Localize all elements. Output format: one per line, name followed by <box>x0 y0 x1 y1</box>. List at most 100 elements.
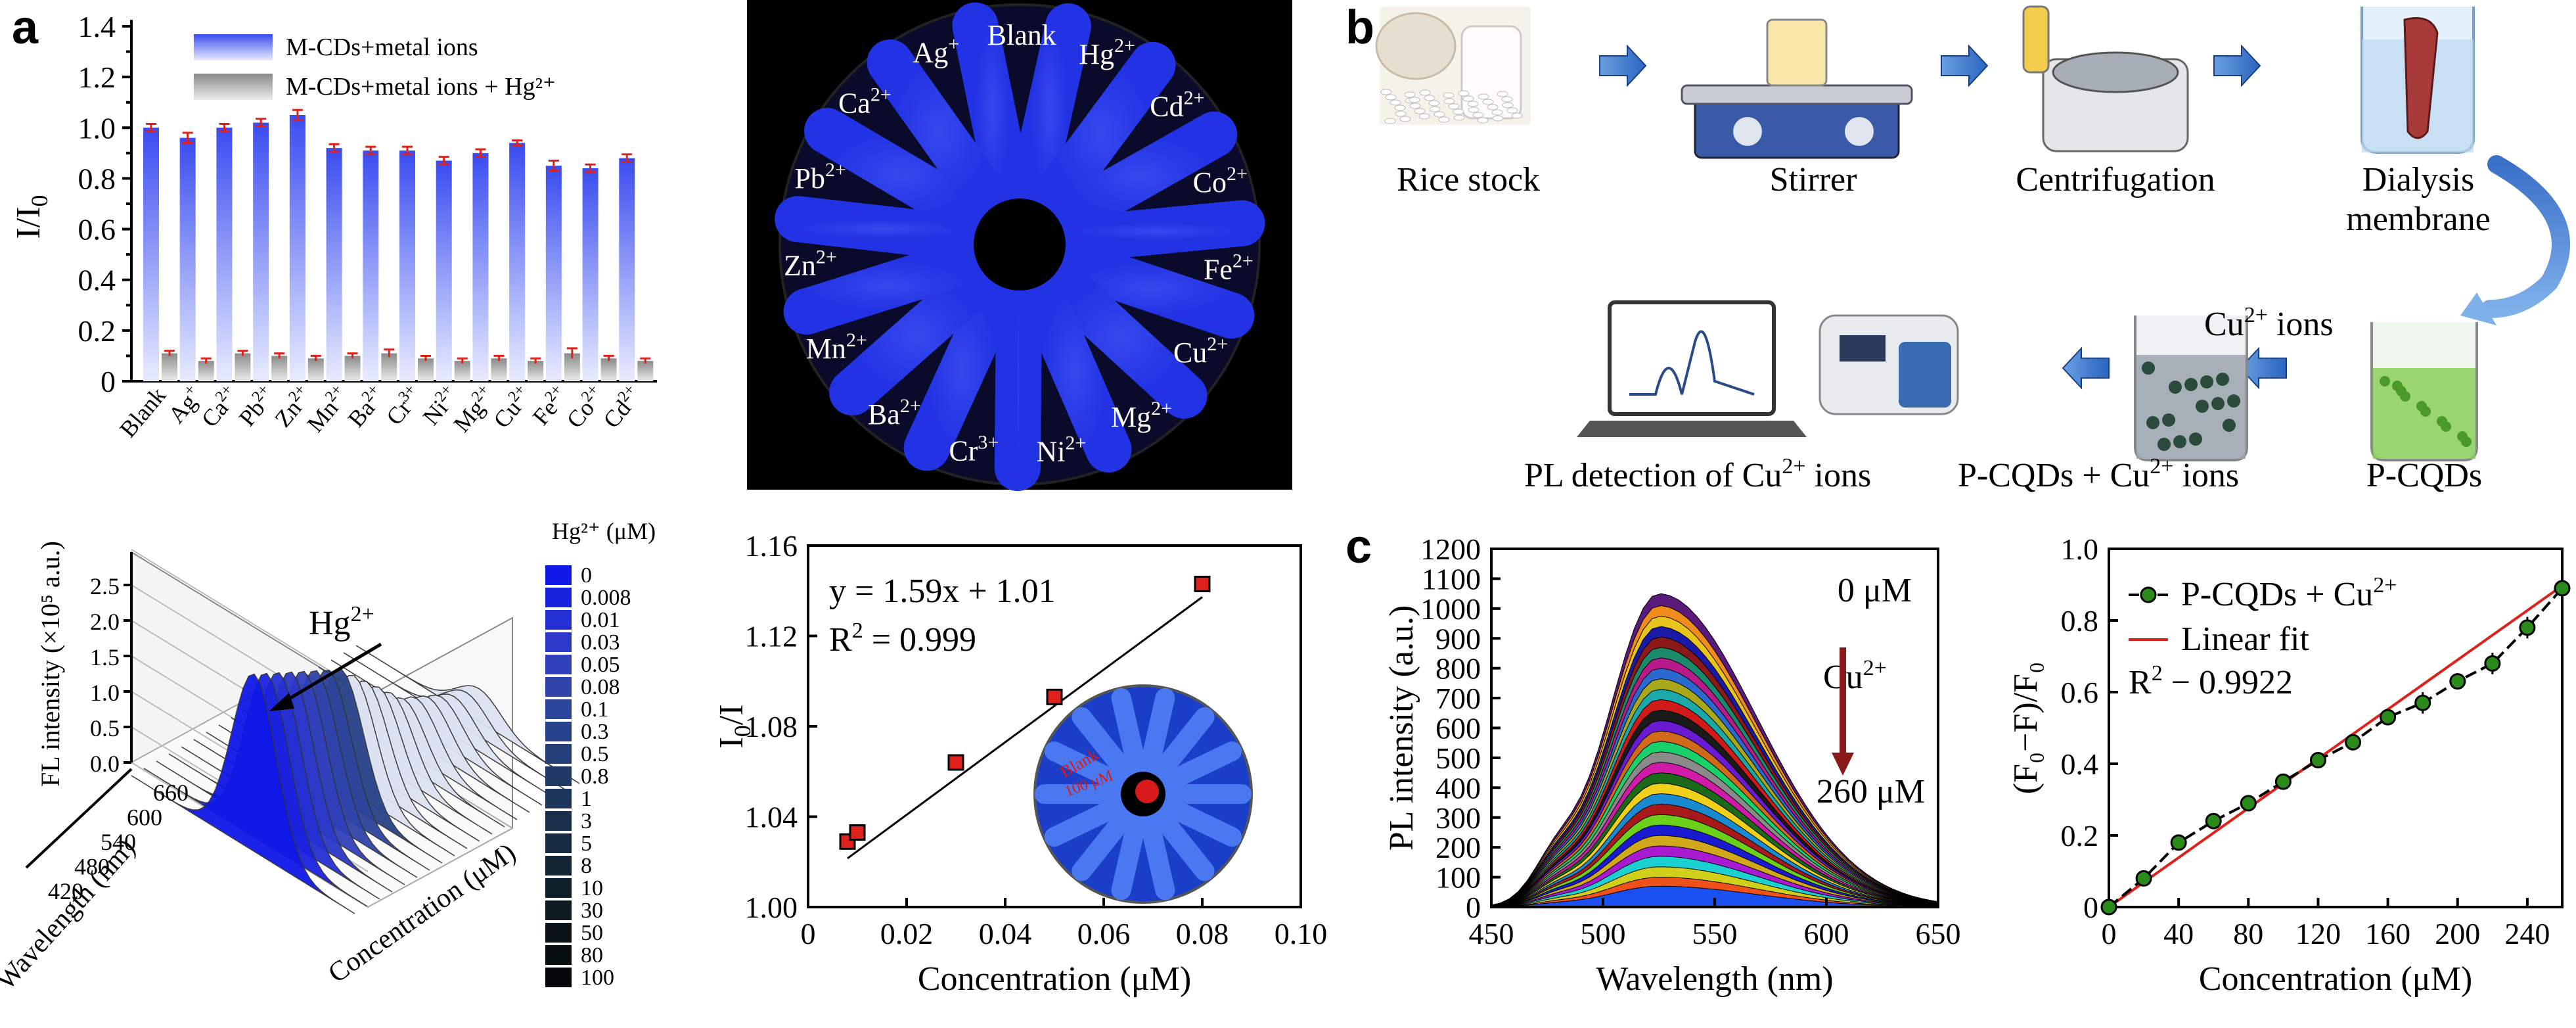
linear-r2: R2 = 0.999 <box>829 619 976 659</box>
bar-y-tick-label: 0.6 <box>78 213 116 246</box>
photo-label-base: Zn <box>784 249 816 281</box>
ylabel-base: I <box>713 737 750 748</box>
panel-a-linear-fit-chart: 0 0.02 0.04 0.06 0.08 0.10 1.00 1.04 1.08 1.12 1.1… <box>713 529 1327 998</box>
linear-y-label: I0/I <box>713 704 756 748</box>
quench-point <box>2274 773 2292 790</box>
workflow-step-label: P-CQDs <box>2366 457 2482 494</box>
legend-conc: 1 <box>581 787 592 811</box>
spectra-x-tick-label: 650 <box>1916 917 1961 950</box>
legend-conc: 0.08 <box>581 675 620 699</box>
bar-mcds-0 <box>143 128 159 382</box>
rice-grain <box>1380 89 1392 95</box>
bar-mcds-7 <box>399 151 415 381</box>
quench-r2-sup: 2 <box>2152 661 2163 686</box>
stirrer-knob <box>1845 117 1874 146</box>
stirrer-knob <box>1733 117 1762 146</box>
photo-label: Fe2+ <box>1204 250 1254 286</box>
legend-swatch <box>545 900 572 920</box>
bar-x-tick-label: Co2+ <box>560 381 610 433</box>
quench-point <box>2170 834 2187 851</box>
pcqds-cu-label-base: P-CQDs + Cu <box>1958 457 2150 494</box>
inset-red-dot <box>1135 780 1159 804</box>
pcqds-cu-dot <box>2169 381 2182 394</box>
legend-swatch <box>545 766 572 786</box>
workflow-illustrations <box>1375 5 2570 461</box>
photo-label-base: Mg <box>1111 401 1151 433</box>
legend-conc: 0.008 <box>581 586 631 610</box>
photo-label: Cd2+ <box>1150 87 1204 122</box>
photo-center <box>974 199 1066 291</box>
photo-label-sup: 3+ <box>978 431 999 453</box>
panel-letter-b: b <box>1343 0 1395 62</box>
bar-mcds-hg-1 <box>198 361 214 381</box>
linear-y-tick-label: 1.04 <box>745 801 798 834</box>
linear-fit-plot: 0 0.02 0.04 0.06 0.08 0.10 1.00 1.04 1.08 1.12 1.1… <box>713 529 1327 998</box>
legend-points-label-sup: 2+ <box>2373 573 2397 597</box>
photo-tube-body <box>1017 269 1132 473</box>
photo-label: Hg2+ <box>1079 35 1135 70</box>
inset-tube <box>1111 810 1148 900</box>
photo-label-sup: 2+ <box>1184 87 1205 108</box>
waterfall-z-tick-label: 0.0 <box>90 751 120 777</box>
legend-swatch <box>545 856 572 876</box>
waterfall-wavelength-tick: 660 <box>153 780 189 806</box>
photo-label: Mn2+ <box>806 329 867 365</box>
rice-grain <box>1438 116 1450 123</box>
quench-x-tick-label: 240 <box>2504 917 2550 950</box>
photo-tube-body <box>867 39 1012 225</box>
quench-fit-line <box>2108 584 2564 908</box>
legend-conc: 0.03 <box>581 630 620 655</box>
panel-b-workflow: Rice stock Stirrer Centrifugation Dialysism… <box>1375 5 2570 494</box>
legend-fit-label: Linear fit <box>2181 620 2309 658</box>
legend-label-mcds: M-CDs+metal ions <box>286 34 478 61</box>
quench-x-tick-label: 40 <box>2163 917 2194 950</box>
panel-letter-c: c <box>1343 519 1395 582</box>
pcqds-cu-label: P-CQDs + Cu2+ ions <box>1958 454 2239 494</box>
bar-x-tick-label: Cd2+ <box>597 381 647 433</box>
photo-tube-body <box>1042 111 1238 242</box>
photo-tube-body <box>994 273 1043 491</box>
pcqds-cu-dot <box>2142 362 2155 375</box>
legend-conc: 8 <box>581 854 592 878</box>
rice-grain <box>1478 93 1489 100</box>
photo-label-sup: + <box>948 33 959 55</box>
legend-points-marker <box>2140 586 2157 603</box>
linear-y-tick-label: 1.16 <box>745 529 798 563</box>
quench-y-tick-label: 0 <box>2083 891 2098 924</box>
quench-x-label: Concentration (μM) <box>2199 960 2472 998</box>
cu-ions-label: Cu2+ ions <box>2204 303 2334 343</box>
bar-mcds-4 <box>289 115 305 381</box>
legend-conc: 0.05 <box>581 653 620 677</box>
waterfall-curves <box>131 645 580 914</box>
waterfall-z-tick-label: 2.5 <box>90 573 120 599</box>
panel-c-pl-spectra-chart: 450 500 550 600 6500100200300400500600700800… <box>1383 532 1961 998</box>
pcqds-cu-label-sup: 2+ <box>2150 454 2173 479</box>
spectra-x-tick-label: 550 <box>1692 917 1738 950</box>
quench-point <box>2380 709 2397 726</box>
linear-r2-sup: 2 <box>852 619 863 643</box>
spectra-mid-label-sup: 2+ <box>1863 656 1887 680</box>
photo-label-base: Cr <box>949 434 978 467</box>
spectra-y-tick-label: 500 <box>1435 741 1481 775</box>
photo-label-base: Ca <box>838 87 870 120</box>
bar-mcds-hg-7 <box>418 358 434 381</box>
spectra-y-tick-label: 800 <box>1435 652 1481 686</box>
bar-mcds-hg-4 <box>307 358 324 381</box>
spectra-y-tick-label: 1000 <box>1420 592 1481 626</box>
panel-a-bar-chart: 00.20.40.60.81.01.21.4BlankAg+Ca2+Pb2+Zn… <box>10 10 657 442</box>
bar-mcds-13 <box>619 158 635 382</box>
legend-conc: 5 <box>581 831 592 856</box>
photo-label-sup: 2+ <box>1232 250 1254 272</box>
spectra-y-tick-label: 400 <box>1435 771 1481 805</box>
pcqds-dot <box>2437 416 2447 427</box>
pcqds-dot <box>2392 381 2403 391</box>
linear-x-tick-label: 0.04 <box>979 917 1032 950</box>
photo-tube-body <box>1035 257 1208 419</box>
bar-x-tick-label: Blank <box>114 382 171 442</box>
spectra-y-tick-label: 1200 <box>1420 532 1481 566</box>
bar-y-tick-label: 0.4 <box>78 264 116 297</box>
pcqds-cu-dot <box>2146 416 2159 429</box>
linear-y-tick-label: 1.12 <box>745 620 798 653</box>
rice-grain <box>1477 117 1489 124</box>
quench-x-tick-label: 80 <box>2233 917 2263 950</box>
